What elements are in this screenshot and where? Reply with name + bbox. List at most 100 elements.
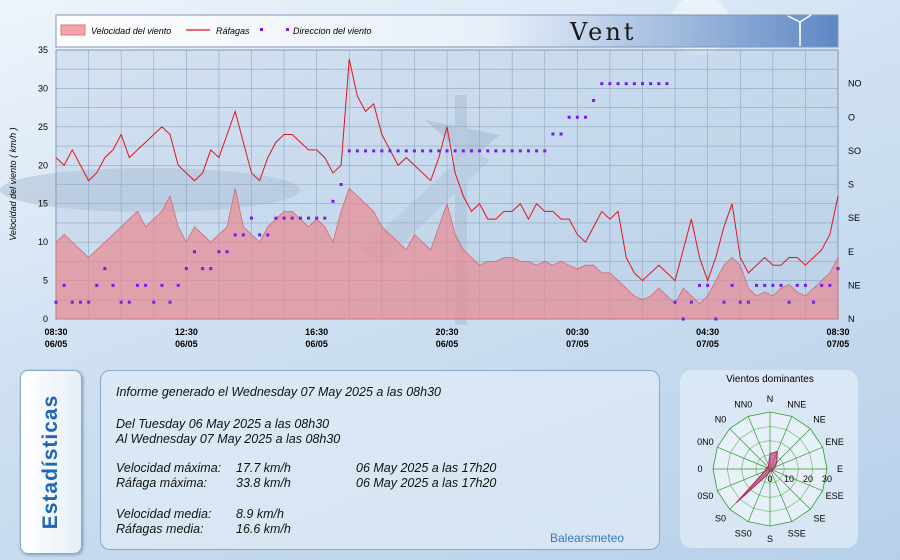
direction-point xyxy=(461,149,465,153)
rose-direction-label: NE xyxy=(813,415,826,425)
legend-swatch-dir xyxy=(260,28,263,31)
x-tick-time: 16:30 xyxy=(305,327,328,337)
direction-point xyxy=(396,149,400,153)
x-tick-date: 07/05 xyxy=(827,339,850,349)
y2-tick-label: O xyxy=(848,112,855,122)
direction-point xyxy=(380,149,384,153)
rose-direction-label: N0 xyxy=(715,415,727,425)
wind-turbine-icon xyxy=(787,14,812,46)
direction-point xyxy=(657,82,661,86)
x-tick-date: 07/05 xyxy=(696,339,719,349)
rose-direction-label: 0 xyxy=(697,464,702,474)
statistics-tab[interactable]: Estadísticas xyxy=(20,370,82,554)
credit-link[interactable]: Balearsmeteo xyxy=(550,531,625,545)
direction-point xyxy=(836,267,840,271)
direction-point xyxy=(176,283,180,287)
direction-point xyxy=(298,216,302,220)
direction-point xyxy=(250,216,253,220)
x-tick-date: 06/05 xyxy=(175,339,198,349)
direction-point xyxy=(649,82,653,86)
direction-point xyxy=(412,149,416,153)
y-tick-label: 25 xyxy=(38,122,48,132)
legend-swatch-speed xyxy=(60,24,86,36)
direction-point xyxy=(624,82,628,86)
direction-point xyxy=(274,216,278,220)
y-axis-label: Velocidad del viento ( km/h ) xyxy=(8,127,18,240)
wind-rose-title: Vientos dominantes xyxy=(726,374,814,385)
statistics-tab-label: Estadísticas xyxy=(39,394,62,530)
direction-point xyxy=(339,183,343,186)
direction-point xyxy=(486,149,490,153)
rose-direction-label: SE xyxy=(813,513,825,523)
rose-spoke xyxy=(769,468,823,492)
direction-point xyxy=(714,317,718,321)
stat-value: 16.6 km/h xyxy=(236,522,291,536)
direction-point xyxy=(469,149,473,153)
direction-point xyxy=(233,233,237,237)
direction-point xyxy=(494,149,498,153)
speed-area xyxy=(55,187,839,320)
rose-direction-label: S xyxy=(767,534,773,544)
y2-tick-label: S xyxy=(848,180,854,190)
direction-point xyxy=(738,300,742,304)
direction-point xyxy=(347,149,351,153)
direction-point xyxy=(225,250,229,254)
wind-rose-radial-ticks: 0 10 20 30 xyxy=(767,474,832,484)
direction-point xyxy=(575,115,579,119)
direction-point xyxy=(453,149,457,153)
direction-point xyxy=(315,216,319,220)
x-tick-time: 08:30 xyxy=(826,327,849,337)
y2-tick-label: SE xyxy=(848,213,860,223)
direction-point xyxy=(510,149,514,153)
direction-point xyxy=(608,82,612,86)
stat-value: 17.7 km/h xyxy=(236,461,291,475)
direction-point xyxy=(820,283,824,287)
y-tick-label: 30 xyxy=(38,83,48,93)
gust-line xyxy=(55,59,839,283)
direction-point xyxy=(372,149,376,153)
direction-point xyxy=(127,300,131,304)
page-title: Vent xyxy=(569,18,636,46)
y-tick-label: 15 xyxy=(38,199,48,209)
direction-point xyxy=(87,300,91,304)
direction-point xyxy=(803,283,807,287)
y-tick-label: 20 xyxy=(38,160,48,170)
x-tick-time: 08:30 xyxy=(44,327,67,337)
direction-point xyxy=(706,283,710,287)
direction-point xyxy=(812,300,816,304)
x-tick-date: 06/05 xyxy=(45,339,68,349)
direction-point xyxy=(201,267,205,271)
wind-rose-labels: N NNE NE ENE E ESE SE SSE S SS0 S0 0S0 0 0N0 N0 NN0 xyxy=(697,394,844,544)
y2-tick-label: NO xyxy=(848,79,862,89)
direction-point xyxy=(168,300,172,304)
y-tick-label: 5 xyxy=(43,276,48,286)
direction-point xyxy=(364,149,368,153)
direction-point xyxy=(698,283,702,287)
direction-point xyxy=(437,149,441,153)
direction-point xyxy=(323,216,327,220)
wind-rose: Vientos dominantes N NNE NE ENE E ESE SE SSE S SS… xyxy=(697,374,844,544)
direction-point xyxy=(135,283,139,287)
y-tick-label: 10 xyxy=(38,237,48,247)
stat-label: Velocidad máxima: xyxy=(116,461,222,475)
direction-point xyxy=(526,149,530,153)
y2-tick-label: SO xyxy=(848,146,861,156)
rose-spoke xyxy=(747,416,771,470)
direction-point xyxy=(535,149,539,153)
direction-point xyxy=(787,300,791,304)
legend-label-speed: Velocidad del viento xyxy=(91,26,171,36)
y2-axis-ticks: N NE E SE S SO O NO xyxy=(848,79,862,324)
direction-point xyxy=(144,283,148,287)
direction-point xyxy=(78,300,82,304)
rose-spoke xyxy=(769,468,793,522)
direction-point xyxy=(502,149,506,153)
x-tick-time: 20:30 xyxy=(435,327,458,337)
direction-point xyxy=(559,132,563,136)
rose-spoke xyxy=(717,468,771,492)
rose-direction-label: SSE xyxy=(788,529,806,539)
direction-point xyxy=(771,283,775,287)
stat-when: 06 May 2025 a las 17h20 xyxy=(356,461,497,475)
x-tick-date: 06/05 xyxy=(436,339,459,349)
y2-tick-label: E xyxy=(848,247,854,257)
